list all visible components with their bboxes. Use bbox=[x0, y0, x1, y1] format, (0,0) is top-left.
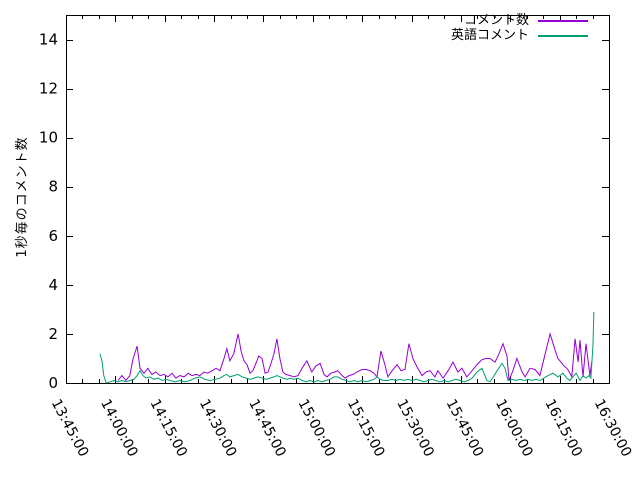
x-tick-label: 13:45:00 bbox=[48, 397, 92, 460]
y-axis-title: 1秒毎のコメント数 bbox=[15, 136, 30, 258]
y-tick-label: 2 bbox=[48, 325, 58, 343]
x-tick-label: 14:45:00 bbox=[245, 397, 289, 460]
y-tick-label: 8 bbox=[48, 178, 58, 196]
y-tick-label: 10 bbox=[39, 129, 58, 147]
series-line-english-comment bbox=[99, 311, 595, 384]
y-tick-label: 4 bbox=[48, 276, 58, 294]
axis-ticks bbox=[66, 15, 610, 384]
x-tick-label: 14:00:00 bbox=[97, 397, 141, 460]
y-tick-label: 6 bbox=[48, 227, 58, 245]
series-line-comment-count bbox=[117, 332, 593, 382]
legend-label-comment-count: コメント数 bbox=[463, 13, 529, 28]
x-tick-label: 14:15:00 bbox=[146, 397, 190, 460]
legend-entry-english-comment: 英語コメント bbox=[451, 28, 588, 43]
x-tick-label: 16:15:00 bbox=[541, 397, 585, 460]
x-tick-label: 15:15:00 bbox=[344, 397, 388, 460]
legend-entry-comment-count: コメント数 bbox=[451, 13, 588, 28]
legend-line-sample-english-comment bbox=[538, 34, 588, 37]
x-tick-label: 15:30:00 bbox=[393, 397, 437, 460]
plot-frame bbox=[66, 15, 610, 384]
x-tick-labels: 13:45:00 14:00:00 14:15:00 14:30:00 14:45:00… bbox=[48, 397, 635, 460]
x-tick-label: 16:00:00 bbox=[492, 397, 536, 460]
x-tick-label: 14:30:00 bbox=[196, 397, 240, 460]
legend-label-english-comment: 英語コメント bbox=[450, 28, 529, 43]
y-tick-labels: 0 2 4 6 8 10 12 14 bbox=[39, 31, 58, 392]
legend-line-sample-comment-count bbox=[538, 19, 588, 22]
x-tick-label: 15:00:00 bbox=[295, 397, 339, 460]
y-tick-label: 0 bbox=[48, 374, 58, 392]
y-tick-label: 12 bbox=[39, 80, 58, 98]
legend: コメント数 英語コメント bbox=[451, 13, 588, 43]
x-tick-label: 16:30:00 bbox=[591, 397, 635, 460]
y-tick-label: 14 bbox=[39, 31, 58, 49]
x-tick-label: 15:45:00 bbox=[443, 397, 487, 460]
